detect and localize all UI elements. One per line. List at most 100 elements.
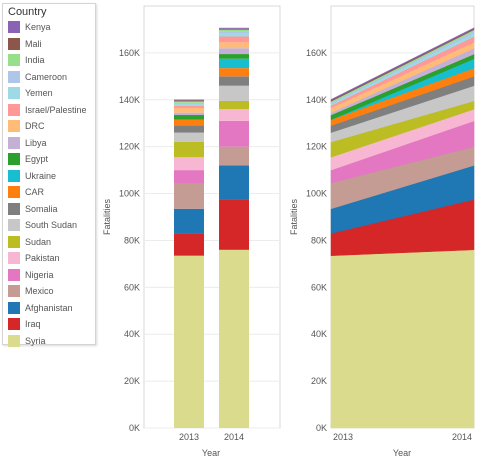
stacked-area-chart: 0K 20K 40K 60K 80K 100K 120K 140K 160K Fatalities… [289, 5, 475, 458]
bar-segment [219, 36, 249, 43]
legend-label: Nigeria [25, 269, 54, 280]
legend-label: Somalia [25, 203, 58, 214]
bar-segment [219, 28, 249, 30]
bar-segment [219, 68, 249, 77]
bar-segment [174, 115, 204, 120]
legend-label: Ukraine [25, 170, 57, 181]
bar-segment [174, 255, 204, 428]
legend-label: Syria [25, 335, 46, 346]
bar-segment [174, 107, 204, 113]
legend-label: Mali [25, 38, 42, 49]
bar-segment [174, 102, 204, 104]
legend-swatch [8, 268, 20, 281]
y-tick-label: 100K [306, 189, 327, 199]
legend-label: Sudan [25, 236, 52, 247]
y-tick-label: 140K [306, 95, 327, 105]
legend-label: Israel/Palestine [25, 104, 87, 115]
y-tick-label: 0K [316, 423, 327, 433]
y-tick-label: 60K [124, 282, 140, 292]
legend-swatch [8, 70, 20, 83]
bar-segment [219, 109, 249, 121]
y-tick-label: 80K [124, 235, 140, 245]
legend-label: India [25, 55, 45, 65]
bar-segment [219, 31, 249, 34]
bar-segment [219, 58, 249, 69]
legend-swatch [8, 37, 20, 50]
y-tick-label: 40K [311, 329, 327, 339]
legend-swatch [8, 54, 20, 66]
legend-swatch [8, 301, 20, 314]
bar-segment [174, 157, 204, 171]
x-tick-label: 2013 [179, 432, 199, 442]
bar-segment [219, 29, 249, 32]
bar-segment [174, 100, 204, 102]
bar-segment [174, 141, 204, 158]
legend-swatch [8, 120, 20, 132]
bar-segment [174, 101, 204, 103]
y-tick-label: 120K [119, 142, 140, 152]
bar-segment [219, 76, 249, 86]
legend-swatch [8, 334, 20, 347]
x-tick-label: 2014 [452, 432, 472, 442]
bar-segment [174, 170, 204, 184]
bar-segment [174, 183, 204, 209]
area-band [330, 249, 475, 429]
x-tick-label: 2014 [224, 432, 244, 442]
legend-label: Pakistan [25, 253, 60, 263]
legend-swatch [8, 103, 20, 116]
legend-label: Iraq [25, 319, 41, 329]
legend-swatch [8, 252, 20, 264]
legend-swatch [8, 202, 20, 215]
bar-segment [219, 120, 249, 147]
bar-segment [174, 112, 204, 116]
legend-label: Libya [25, 137, 47, 148]
legend-swatch [8, 169, 20, 182]
bar-segment [219, 85, 249, 101]
y-tick-label: 160K [119, 48, 140, 58]
y-tick-label: 120K [306, 142, 327, 152]
y-tick-label: 20K [311, 376, 327, 386]
y-tick-label: 160K [306, 48, 327, 58]
legend-swatch [8, 318, 20, 330]
bar-segment [219, 42, 249, 49]
plot-area-border [143, 5, 281, 429]
stacked-bar-chart: 0K 20K 40K 60K 80K 100K 120K 140K 160K Fatalities… [102, 5, 281, 458]
legend-label: South Sudan [25, 220, 78, 230]
bar-segment [174, 208, 204, 234]
legend-swatch [8, 136, 20, 149]
legend-label: Cameroon [25, 71, 68, 82]
bar-segment [219, 54, 249, 59]
legend-swatch [8, 153, 20, 165]
bar-segment [174, 125, 204, 133]
legend-swatch [8, 285, 20, 297]
legend-label: Mexico [25, 286, 54, 296]
y-tick-label: 140K [119, 95, 140, 105]
y-axis-title: Fatalities [289, 198, 299, 235]
y-axis-title: Fatalities [102, 198, 112, 235]
bar-segment [219, 249, 249, 428]
x-axis-title: Year [393, 448, 411, 458]
legend-swatch [8, 21, 20, 33]
legend-label: Kenya [25, 22, 51, 32]
y-tick-label: 80K [311, 235, 327, 245]
legend-label: CAR [25, 187, 45, 197]
bar-segment [174, 119, 204, 126]
x-tick-label: 2013 [333, 432, 353, 442]
bar-segment [219, 146, 249, 166]
legend-swatch [8, 235, 20, 248]
y-tick-label: 40K [124, 329, 140, 339]
bar-segment [219, 33, 249, 37]
bar-segment [174, 103, 204, 106]
legend-label: Egypt [25, 154, 49, 164]
legend-swatch [8, 87, 20, 99]
bar-segment [219, 48, 249, 55]
bar-segment [219, 27, 249, 29]
bar-segment [174, 105, 204, 108]
bar-segment [174, 233, 204, 256]
bar-segment [219, 199, 249, 250]
y-tick-label: 0K [129, 423, 140, 433]
legend-swatch [8, 186, 20, 198]
legend-title: Country [8, 6, 47, 18]
x-axis-title: Year [202, 448, 220, 458]
